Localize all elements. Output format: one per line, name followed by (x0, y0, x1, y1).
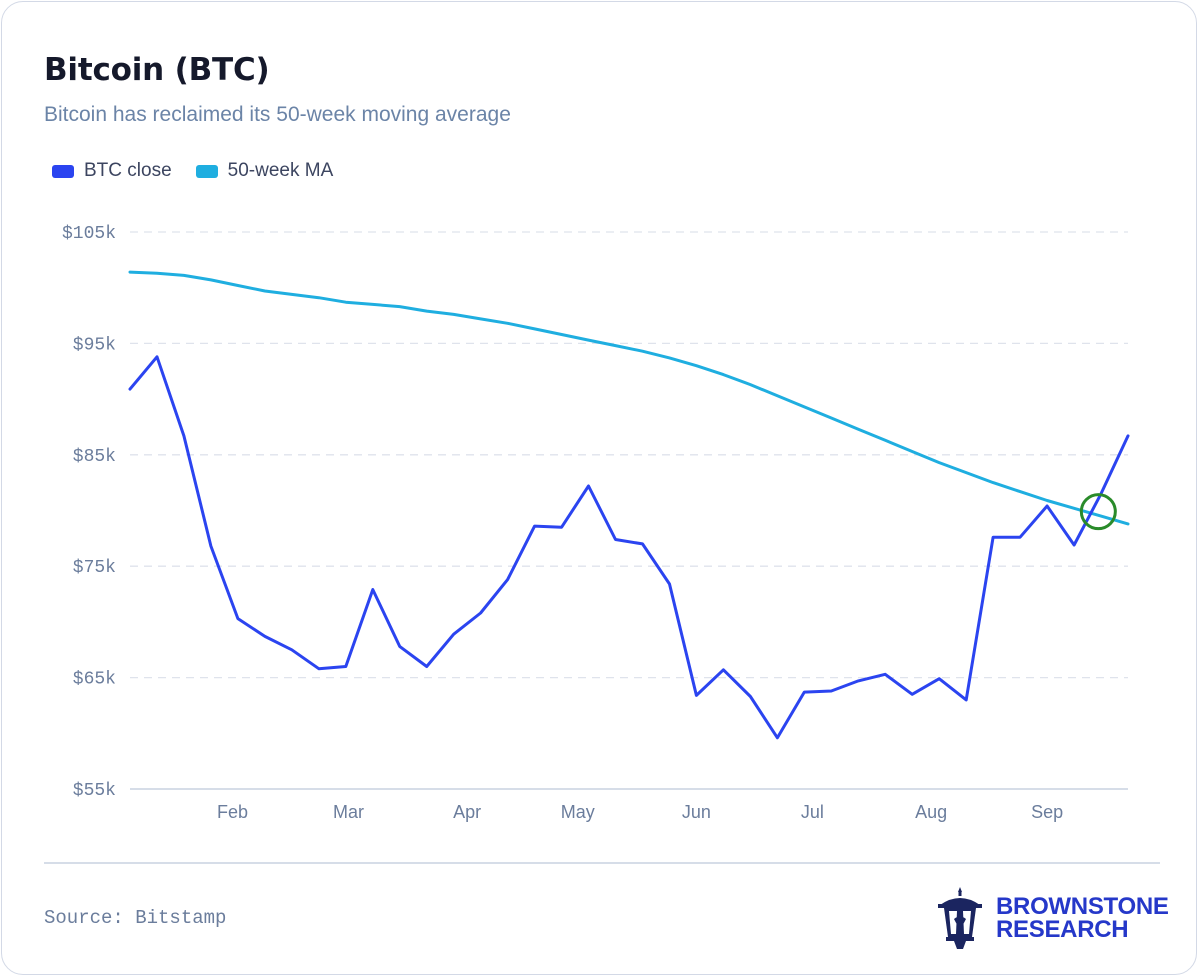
y-tick-label: $65k (73, 670, 116, 690)
x-tick-label: Apr (453, 802, 481, 822)
legend: BTC close 50-week MA (52, 160, 333, 182)
crossover-circle (1079, 493, 1117, 531)
brand-line-2: RESEARCH (996, 916, 1129, 943)
footer-divider (44, 862, 1160, 864)
legend-item-50-week-ma: 50-week MA (195, 160, 334, 182)
x-tick-label: Jun (682, 802, 711, 822)
legend-label-50-week-ma: 50-week MA (227, 160, 334, 181)
y-tick-label: $75k (73, 558, 116, 578)
x-tick-label: Sep (1031, 802, 1063, 822)
brand-line-1: BROWNSTONE (996, 893, 1169, 920)
brand-wordmark: BROWNSTONE RESEARCH (996, 893, 1169, 943)
y-tick-label: $95k (73, 335, 116, 355)
x-tick-label: Aug (915, 802, 947, 822)
lamp-icon (938, 887, 982, 949)
x-tick-label: May (561, 802, 595, 822)
y-tick-label: $55k (73, 781, 116, 801)
legend-label-btc-close: BTC close (84, 160, 172, 181)
source-note: Source: Bitstamp (44, 907, 227, 929)
legend-swatch-btc-close (52, 164, 74, 178)
moving-average-line (128, 270, 1130, 526)
chart-subtitle: Bitcoin has reclaimed its 50-week moving… (44, 103, 511, 126)
brownstone-research-logo: BROWNSTONE RESEARCH (932, 885, 1169, 953)
x-tick-label: Mar (333, 802, 364, 822)
x-tick-label: Jul (801, 802, 824, 822)
chart-title: Bitcoin (BTC) (44, 52, 270, 88)
y-tick-label: $105k (62, 224, 116, 244)
line-chart: $55k $65k $75k $85k $95k $105k Feb Mar Apr May Jun… (62, 224, 1130, 822)
legend-item-btc-close: BTC close (52, 160, 172, 182)
legend-swatch-50-week-ma (195, 164, 218, 178)
y-tick-label: $85k (73, 447, 116, 467)
x-tick-label: Feb (217, 802, 248, 822)
btc-close-line (128, 355, 1130, 740)
